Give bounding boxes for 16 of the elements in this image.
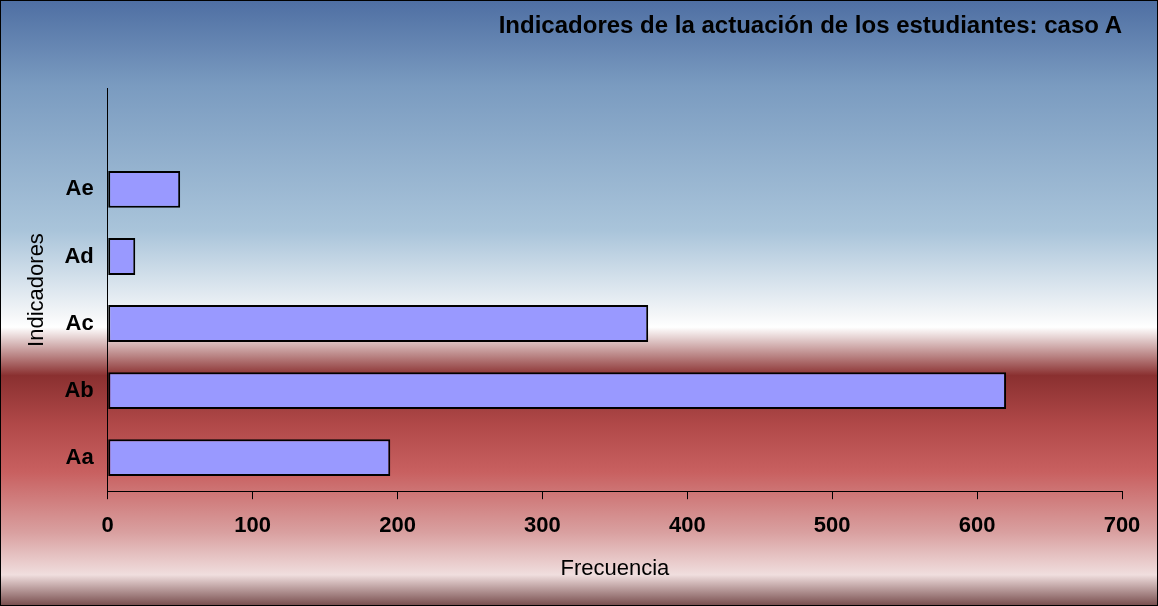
x-tick-label: 400 [668,512,706,538]
x-tick-label: 500 [813,512,851,538]
y-tick-label: Ae [65,175,94,201]
x-tick-label: 0 [101,512,114,538]
y-tick-label: Ac [65,309,94,335]
x-tick-label: 100 [234,512,271,538]
x-tick-label: 700 [1103,512,1141,538]
y-tick-label: Aa [65,443,95,469]
y-tick-label: Ad [64,242,94,268]
y-axis-title: Indicadores [23,233,49,347]
x-axis-title: Frecuencia [560,554,671,580]
x-tick-label: 300 [524,512,561,538]
x-tick-label: 200 [379,512,416,538]
y-tick-label: Ab [64,376,94,402]
chart-title: Indicadores de la actuación de los estudiantes: caso A [498,11,1122,39]
x-tick-label: 600 [958,512,996,538]
